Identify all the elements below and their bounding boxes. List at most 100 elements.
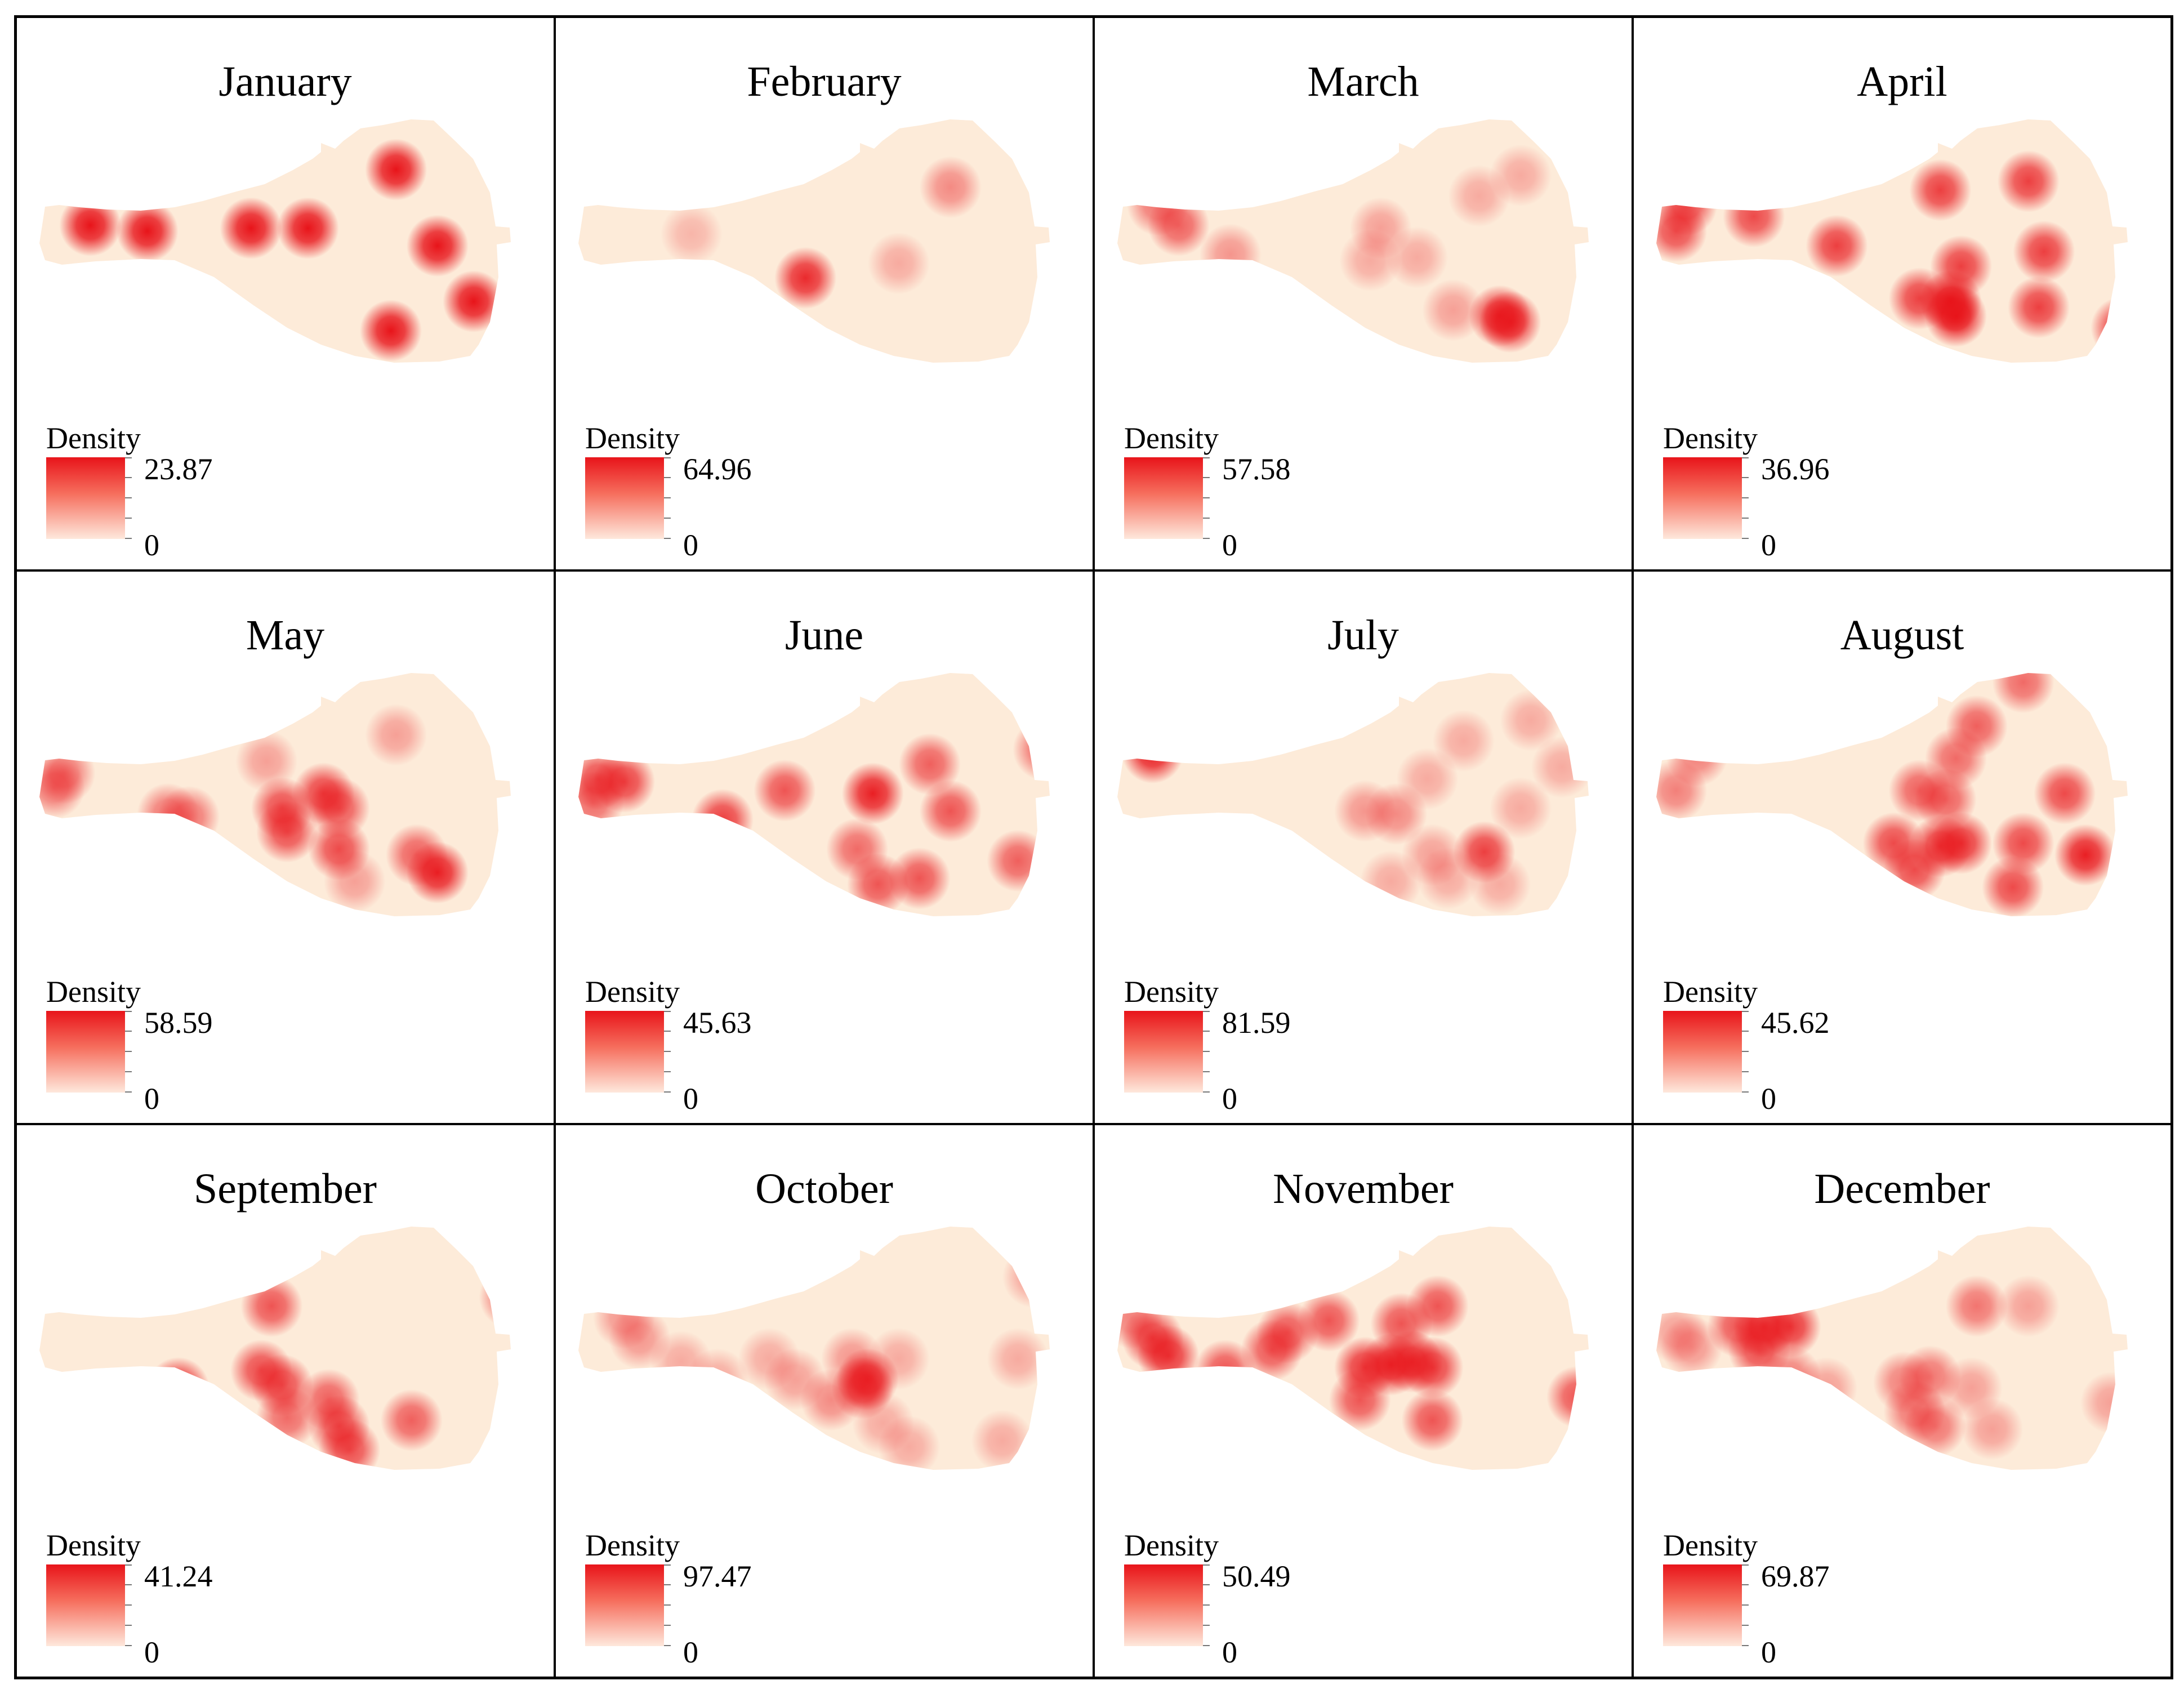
legend-max-value: 50.49 — [1222, 1559, 1291, 1593]
legend-ticks — [1742, 457, 1750, 539]
density-hotspot — [1401, 1336, 1464, 1399]
legend-max-value: 97.47 — [683, 1559, 752, 1593]
density-hotspot — [1401, 1389, 1464, 1451]
legend-title: Density — [1663, 421, 1758, 455]
density-map — [1656, 673, 2128, 916]
density-hotspot — [1997, 1275, 2060, 1338]
small-multiples-grid: January Density 23.87 0 February Density… — [14, 15, 2173, 1679]
legend-ticks — [664, 1011, 672, 1093]
legend-max-value: 58.59 — [144, 1006, 213, 1040]
density-hotspot — [39, 756, 85, 819]
month-title: September — [193, 1165, 377, 1212]
density-hotspot — [774, 247, 837, 309]
legend-title: Density — [46, 1528, 141, 1562]
density-hotspot — [1961, 1398, 2023, 1460]
density-map — [39, 119, 511, 363]
density-hotspot — [754, 759, 816, 822]
month-title: February — [747, 58, 902, 105]
density-map — [1656, 1227, 2128, 1470]
density-hotspot — [1759, 1345, 1821, 1407]
legend-colorbar — [1663, 1564, 1742, 1646]
density-map — [1117, 1227, 1589, 1470]
legend-ticks — [664, 457, 672, 539]
month-title: October — [755, 1165, 893, 1212]
density-map — [578, 1227, 1050, 1470]
legend-max-value: 64.96 — [683, 452, 752, 486]
density-hotspot — [1417, 847, 1479, 910]
legend-ticks — [1742, 1564, 1750, 1646]
legend-colorbar — [46, 1564, 125, 1646]
density-hotspot — [1339, 229, 1402, 292]
density-hotspot — [1137, 1325, 1200, 1387]
legend-title: Density — [46, 975, 141, 1009]
density-hotspot — [2013, 220, 2075, 283]
density-hotspot — [406, 215, 469, 277]
density-map — [39, 1227, 511, 1470]
density-hotspot — [1199, 224, 1262, 286]
legend-ticks — [125, 1564, 133, 1646]
density-hotspot — [987, 1327, 1049, 1390]
month-panel-march: March Density 57.58 0 — [1094, 17, 1633, 570]
density-hotspot — [2034, 763, 2096, 824]
legend-title: Density — [1124, 1528, 1219, 1562]
month-title: April — [1857, 58, 1947, 105]
density-hotspot — [2080, 1371, 2128, 1434]
month-panel-october: October Density 97.47 0 — [555, 1124, 1094, 1678]
density-hotspot — [1930, 812, 1993, 875]
legend-min-value: 0 — [144, 1082, 159, 1116]
month-panel-september: September Density 41.24 0 — [16, 1124, 555, 1678]
legend-max-value: 81.59 — [1222, 1006, 1291, 1040]
legend-max-value: 23.87 — [144, 452, 213, 486]
legend-ticks — [1203, 1564, 1211, 1646]
density-hotspot — [867, 1327, 930, 1390]
density-hotspot — [867, 232, 930, 295]
density-hotspot — [2008, 276, 2070, 338]
density-hotspot — [2054, 824, 2116, 886]
density-hotspot — [1997, 150, 2060, 212]
legend-title: Density — [585, 421, 680, 455]
density-hotspot — [1806, 215, 1868, 277]
month-panel-august: August Density 45.62 0 — [1633, 570, 2172, 1124]
density-hotspot — [116, 200, 179, 262]
density-hotspot — [971, 1410, 1033, 1470]
density-hotspot — [479, 1266, 511, 1329]
density-hotspot — [1329, 1368, 1391, 1431]
legend-colorbar — [46, 457, 125, 539]
month-title: May — [246, 612, 325, 659]
density-hotspot — [1795, 1357, 1857, 1419]
density-hotspot — [888, 847, 951, 910]
legend-colorbar — [1124, 457, 1203, 539]
density-hotspot — [1723, 185, 1785, 248]
legend-ticks — [1742, 1011, 1750, 1093]
legend-min-value: 0 — [1761, 1082, 1776, 1116]
density-hotspot — [235, 730, 298, 792]
legend-max-value: 69.87 — [1761, 1559, 1830, 1593]
legend-colorbar — [46, 1011, 125, 1093]
legend-title: Density — [1124, 421, 1219, 455]
month-title: December — [1814, 1165, 1990, 1212]
legend-title: Density — [46, 421, 141, 455]
density-hotspot — [1360, 850, 1422, 912]
month-panel-june: June Density 45.63 0 — [555, 570, 1094, 1124]
density-hotspot — [1945, 1275, 2008, 1338]
density-hotspot — [1992, 673, 2054, 714]
legend-min-value: 0 — [683, 528, 698, 562]
density-hotspot — [360, 300, 422, 362]
legend-min-value: 0 — [1761, 528, 1776, 562]
legend-min-value: 0 — [1222, 1082, 1237, 1116]
legend-min-value: 0 — [144, 1635, 159, 1669]
month-panel-april: April Density 36.96 0 — [1633, 17, 2172, 570]
density-hotspot — [1490, 144, 1552, 207]
density-hotspot — [821, 1327, 883, 1390]
legend-colorbar — [1124, 1564, 1203, 1646]
legend-max-value: 57.58 — [1222, 452, 1291, 486]
legend-max-value: 45.63 — [683, 1006, 752, 1040]
density-hotspot — [59, 194, 122, 256]
density-hotspot — [365, 704, 427, 766]
month-title: January — [219, 58, 352, 105]
legend-title: Density — [585, 1528, 680, 1562]
density-hotspot — [1656, 759, 1708, 822]
density-hotspot — [380, 1389, 443, 1451]
month-panel-december: December Density 69.87 0 — [1633, 1124, 2172, 1678]
density-map — [1656, 119, 2128, 363]
